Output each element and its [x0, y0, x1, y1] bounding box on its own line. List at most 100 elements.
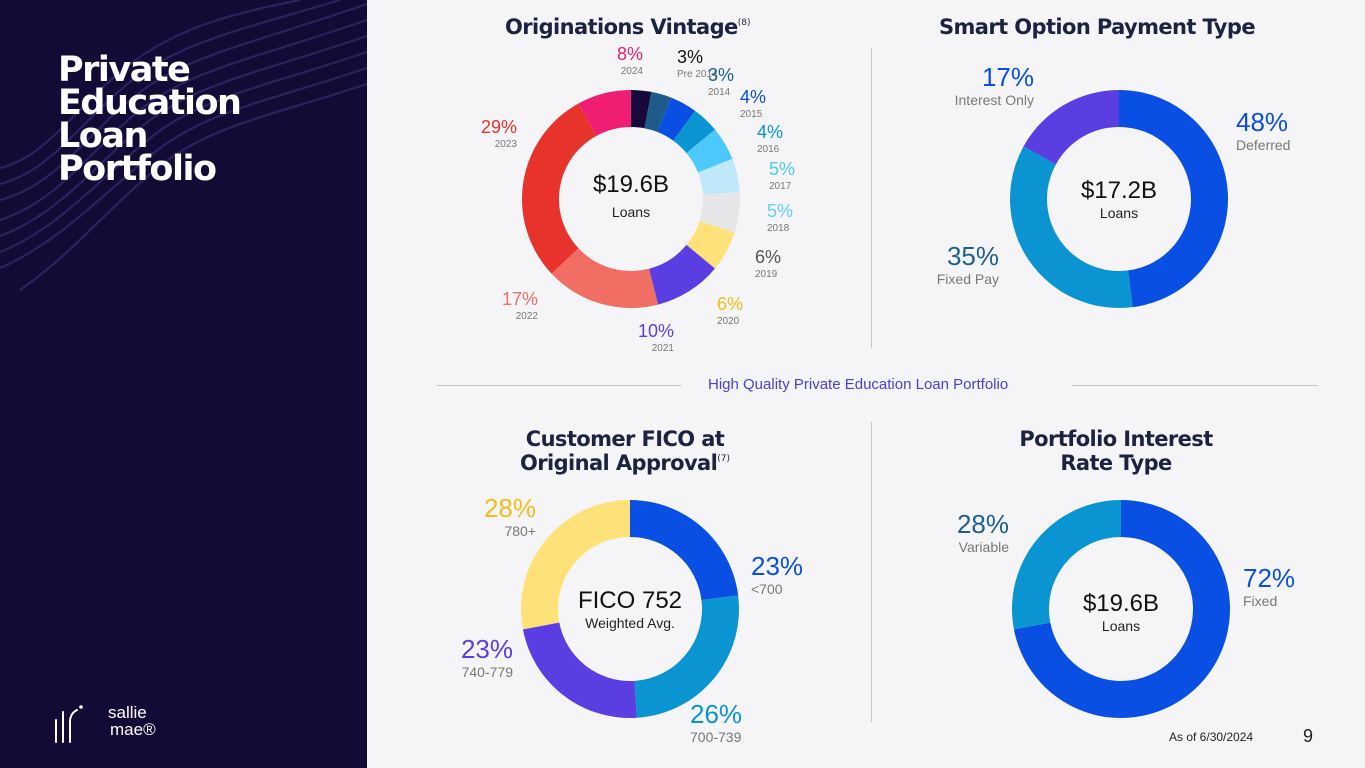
footnote-ref: (7): [717, 454, 730, 464]
slice-category-label: 2016: [757, 144, 780, 155]
slice-deferred: [1119, 90, 1228, 308]
slice-value-label: 6%: [755, 247, 781, 267]
slice-2015: [657, 97, 696, 141]
slice-category-label: <700: [751, 581, 783, 597]
slice-category-label: Variable: [959, 539, 1010, 555]
slice-740-779: [522, 622, 637, 718]
chart-title-text: Portfolio Interest Rate Type: [1019, 427, 1213, 475]
chart-title-text: Customer FICO at Original Approval(7): [520, 427, 730, 475]
slice-2020: [686, 221, 735, 269]
sallie-mae-logo: sallie mae®: [52, 702, 156, 751]
slice-value-label: 35%: [947, 241, 999, 271]
slice-category-label: 2019: [755, 269, 778, 280]
center-value: FICO 752: [578, 587, 682, 614]
slice-value-label: 5%: [767, 201, 793, 221]
slice-category-label: 2023: [495, 139, 518, 150]
slice-pre-2014: [631, 90, 652, 129]
slice-700-739: [634, 595, 739, 718]
banner-rule-left: [437, 385, 682, 386]
chart-title-interest-rate: Portfolio Interest Rate Type: [996, 427, 1236, 475]
slice-category-label: 2022: [516, 311, 539, 322]
section-banner: High Quality Private Education Loan Port…: [708, 376, 1009, 393]
slice-2014: [644, 91, 672, 133]
slice-2016: [673, 110, 715, 154]
slice-2019: [699, 192, 740, 233]
slice-value-label: 4%: [757, 122, 783, 142]
slice-value-label: 6%: [717, 294, 743, 314]
logo-text-line1: sallie: [108, 703, 147, 722]
slice-category-label: Pre 2014: [677, 69, 718, 80]
slice-2023: [521, 103, 597, 274]
slice-category-label: 780+: [504, 523, 536, 539]
center-value: $19.6B: [1083, 590, 1159, 617]
slice-780: [521, 500, 630, 630]
slice-category-label: Fixed: [1243, 593, 1277, 609]
slice-700: [630, 500, 739, 600]
chart-title-originations: Originations Vintage(8): [505, 15, 750, 39]
slice-2021: [648, 244, 715, 305]
vertical-divider-top: [871, 48, 872, 348]
slice-value-label: 3%: [677, 47, 703, 67]
footnote-ref: (8): [737, 18, 751, 28]
page-title: Private Education Loan Portfolio: [58, 50, 242, 189]
slice-value-label: 28%: [957, 509, 1009, 539]
slice-category-label: 2021: [652, 343, 675, 354]
slice-category-label: Deferred: [1236, 137, 1290, 153]
slice-2022: [551, 248, 659, 308]
center-value: $19.6B: [593, 171, 669, 198]
slice-2024: [578, 90, 631, 136]
slice-value-label: 23%: [461, 634, 513, 664]
chart-title-text: Originations Vintage: [505, 15, 738, 39]
as-of-date: As of 6/30/2024: [1169, 730, 1254, 744]
slice-value-label: 28%: [484, 493, 536, 523]
center-label: Loans: [1102, 618, 1140, 634]
logo-mark-icon: [55, 705, 83, 743]
slice-value-label: 8%: [617, 44, 643, 64]
sidebar: Private Education Loan Portfolio sallie m…: [0, 0, 367, 768]
chart-title-text: Smart Option Payment Type: [939, 15, 1256, 39]
slice-category-label: Fixed Pay: [937, 271, 999, 287]
slice-value-label: 3%: [708, 65, 734, 85]
slice-category-label: 2024: [621, 66, 644, 77]
slice-category-label: 2020: [717, 316, 740, 327]
slice-value-label: 17%: [502, 289, 538, 309]
slice-category-label: 2017: [769, 181, 792, 192]
logo-text: sallie mae®: [108, 704, 156, 738]
slice-fixed: [1013, 500, 1230, 718]
slice-2018: [697, 158, 740, 195]
center-label: Loans: [1100, 205, 1138, 221]
slice-value-label: 48%: [1236, 107, 1288, 137]
slice-fixed-pay: [1009, 146, 1133, 309]
center-label: Weighted Avg.: [585, 615, 675, 631]
chart-title-payment-type: Smart Option Payment Type: [939, 15, 1256, 39]
logo-text-line2: mae®: [110, 720, 156, 739]
center-label: Loans: [612, 204, 650, 220]
page-number: 9: [1303, 726, 1314, 746]
slice-value-label: 23%: [751, 551, 803, 581]
slice-category-label: 2015: [740, 109, 763, 120]
slice-category-label: 2018: [767, 223, 790, 234]
wave-pattern-decoration: [0, 0, 367, 291]
slice-value-label: 10%: [638, 321, 674, 341]
slice-value-label: 4%: [740, 87, 766, 107]
slice-category-label: Interest Only: [955, 92, 1034, 108]
slice-interest-only: [1023, 90, 1119, 165]
slice-value-label: 17%: [982, 62, 1034, 92]
slice-variable: [1011, 500, 1121, 630]
slice-value-label: 26%: [690, 699, 742, 729]
vertical-divider-bottom: [871, 422, 872, 722]
slice-value-label: 5%: [769, 159, 795, 179]
donut-payment-type: 48%Deferred 35%Fixed Pay 17%Interest Only $…: [937, 62, 1290, 309]
slice-value-label: 72%: [1243, 563, 1295, 593]
center-value: $17.2B: [1081, 177, 1157, 204]
slice-category-label: 2014: [708, 87, 731, 98]
slice-category-label: 740-779: [462, 664, 514, 680]
slice-value-label: 29%: [481, 117, 517, 137]
chart-title-fico: Customer FICO at Original Approval(7): [505, 427, 745, 475]
banner-rule-right: [1072, 385, 1318, 386]
slice-2017: [686, 129, 733, 173]
